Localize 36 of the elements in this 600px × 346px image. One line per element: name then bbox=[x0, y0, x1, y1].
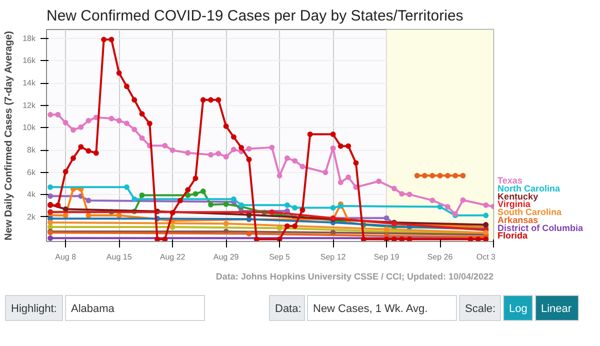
text: Data: Johns Hopkins University CSSE / CCI; Updated: 10/04/2022 bbox=[216, 272, 494, 282]
text: Linear bbox=[535, 295, 579, 321]
x-tick-label: Sep 19 bbox=[374, 252, 400, 262]
text: Data: bbox=[269, 295, 305, 321]
y-tick-label: 6k bbox=[27, 168, 36, 177]
x-tick-label: Sep 5 bbox=[269, 252, 291, 262]
x-tick-label: Aug 8 bbox=[55, 252, 77, 262]
x-tick-label: Oct 3 bbox=[476, 252, 496, 262]
y-axis-title: New Daily Confirmed Cases (7-day Average) bbox=[4, 31, 15, 240]
series-label: South Carolina bbox=[498, 207, 563, 218]
text: Texas bbox=[498, 176, 522, 186]
y-tick-label: 10k bbox=[22, 123, 36, 132]
text: Kentucky bbox=[498, 191, 538, 202]
text: Highlight: bbox=[5, 295, 63, 321]
x-tick-label: Aug 29 bbox=[213, 252, 240, 262]
x-tick-label: Sep 12 bbox=[320, 252, 346, 262]
y-tick-label: 12k bbox=[22, 100, 36, 110]
x-tick-label: Sep 26 bbox=[427, 252, 454, 262]
text: New Cases, 1 Wk. Avg. bbox=[307, 295, 457, 321]
text: North Carolina bbox=[498, 184, 562, 194]
text: Scale: bbox=[459, 295, 501, 321]
chart-title: New Confirmed COVID-19 Cases per Day by States/Territories bbox=[46, 8, 464, 24]
y-tick-label: 4k bbox=[27, 190, 36, 200]
text: Log bbox=[503, 295, 533, 321]
y-tick-label: 16k bbox=[22, 56, 36, 66]
series-label: Florida bbox=[498, 230, 529, 241]
text: Alabama bbox=[65, 295, 205, 321]
x-tick-label: Aug 22 bbox=[160, 252, 186, 262]
y-tick-label: 18k bbox=[22, 34, 36, 43]
y-tick-label: 14k bbox=[22, 78, 36, 88]
series-label: Arkansas bbox=[498, 214, 538, 225]
y-tick-label: 2k bbox=[27, 212, 36, 222]
y-tick-label: 8k bbox=[27, 146, 36, 155]
x-tick-label: Aug 15 bbox=[106, 252, 132, 262]
text: Virginia bbox=[498, 199, 532, 210]
series-label: District of Columbia bbox=[498, 222, 584, 233]
